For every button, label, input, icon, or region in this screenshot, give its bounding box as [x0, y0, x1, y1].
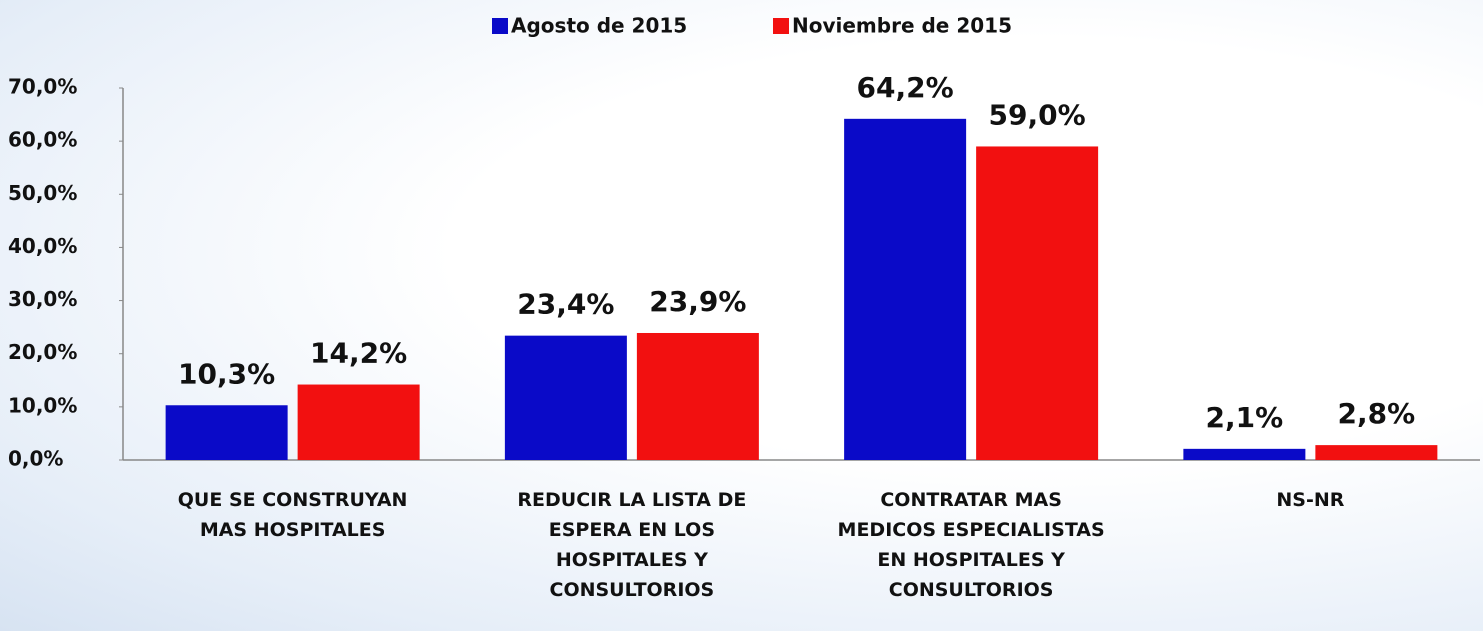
data-label: 59,0% — [989, 98, 1086, 131]
data-label: 2,8% — [1338, 397, 1416, 430]
x-tick-label: NS-NR — [1276, 489, 1345, 511]
bar — [297, 384, 420, 460]
x-tick-label: CONTRATAR MAS MEDICOS ESPECIALISTAS EN H… — [837, 489, 1105, 601]
bar — [1183, 448, 1306, 460]
data-label: 14,2% — [310, 337, 407, 370]
y-tick-label: 0,0% — [8, 447, 63, 471]
legend-label: Noviembre de 2015 — [792, 14, 1012, 38]
data-label: 23,9% — [649, 285, 746, 318]
y-tick-label: 40,0% — [8, 234, 77, 258]
y-tick-label: 20,0% — [8, 340, 77, 364]
y-tick-label: 30,0% — [8, 287, 77, 311]
data-label: 64,2% — [857, 71, 954, 104]
data-label: 10,3% — [178, 357, 275, 390]
bar — [1315, 445, 1438, 460]
bar — [844, 118, 967, 460]
bar — [976, 146, 1099, 460]
x-tick-label: REDUCIR LA LISTA DE ESPERA EN LOS HOSPIT… — [517, 489, 747, 601]
y-tick-label: 60,0% — [8, 128, 77, 152]
data-label: 2,1% — [1206, 401, 1284, 434]
y-tick-label: 70,0% — [8, 75, 77, 99]
legend-swatch — [773, 18, 789, 34]
data-label: 23,4% — [517, 288, 614, 321]
y-tick-label: 10,0% — [8, 393, 77, 417]
legend-label: Agosto de 2015 — [511, 14, 687, 38]
y-tick-label: 50,0% — [8, 181, 77, 205]
bar — [636, 332, 759, 460]
x-tick-label: QUE SE CONSTRUYAN MAS HOSPITALES — [177, 489, 408, 541]
bar — [504, 335, 627, 460]
legend-swatch — [492, 18, 508, 34]
bar — [165, 405, 288, 460]
